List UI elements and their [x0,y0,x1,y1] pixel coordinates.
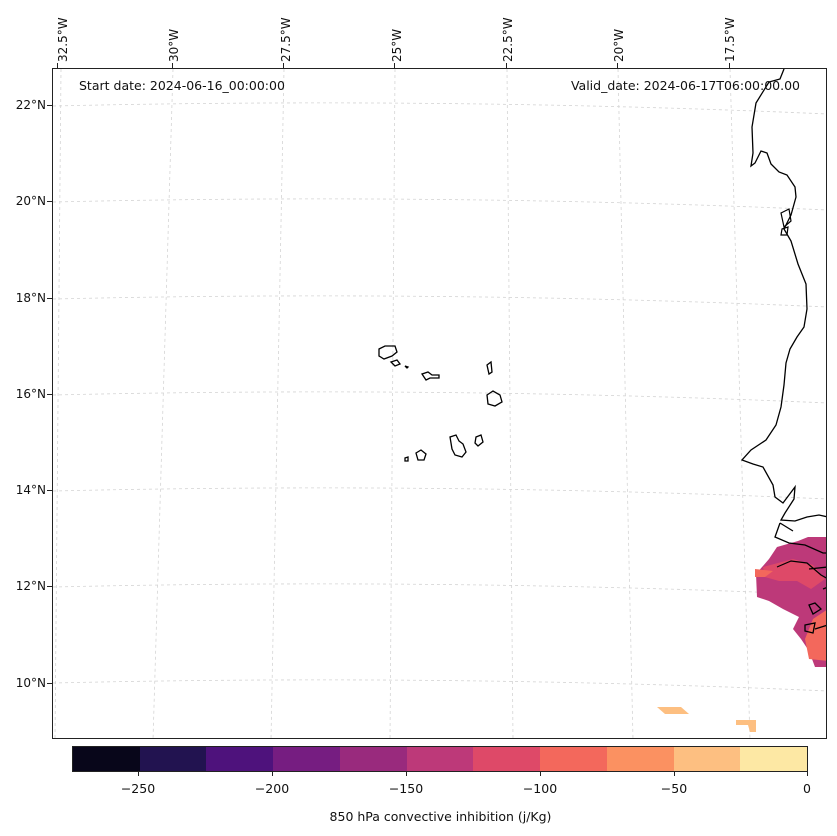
lon-tick-7 [729,63,730,68]
cb-label-minus-200: −200 [254,781,290,796]
cb-tick-minus-100 [540,772,541,776]
coastline-islands-south [804,566,826,634]
colorbar-segment-10 [740,747,808,771]
island-sao-nicolau [420,371,440,381]
lat-label-20n: 20°N [15,194,46,208]
island-boa-vista [486,390,503,407]
meridian-25w [389,69,396,738]
parallel-16n [53,391,826,404]
africa-coastline [740,69,826,522]
island-santo-antao [378,345,398,360]
island-maio [474,434,484,447]
lat-tick-7 [47,683,52,684]
meridian-32-5w [54,69,62,738]
lon-tick-3 [283,63,284,68]
cb-tick-0 [807,772,808,776]
lon-label-27-5w: 27.5°W [279,17,293,62]
colorbar-segment-0 [73,747,140,771]
colorbar-segment-8 [606,747,674,771]
island-santa-luzia [404,365,410,369]
lon-tick-6 [617,63,618,68]
colorbar-segment-7 [540,747,607,771]
parallel-22n [53,102,826,115]
meridian-30w [152,69,174,738]
lat-label-22n: 22°N [15,98,46,112]
cb-label-minus-100: −100 [522,781,558,796]
colorbar-segment-5 [406,747,474,771]
meridian-22-5w [506,69,514,738]
lat-tick-3 [47,298,52,299]
cb-tick-minus-50 [674,772,675,776]
island-santiago [449,434,467,458]
lon-label-22-5w: 22.5°W [501,17,515,62]
lat-tick-6 [47,586,52,587]
cin-fill-regions [657,537,826,732]
lat-tick-2 [47,201,52,202]
meridian-17-5w [729,69,751,738]
cb-label-minus-250: −250 [120,781,156,796]
parallel-14n [53,487,826,500]
colorbar-title: 850 hPa convective inhibition (j/Kg) [329,809,552,824]
lon-label-32-5w: 32.5°W [56,17,70,62]
map-panel [52,68,827,739]
meridian-20w [617,69,634,738]
island-sao-vicente [389,359,402,367]
coastline-guinea-bissau [774,522,826,554]
lon-label-25w: 25°W [390,28,404,62]
lat-label-14n: 14°N [15,483,46,497]
lat-tick-5 [47,490,52,491]
lon-label-17-5w: 17.5°W [723,17,737,62]
cb-label-minus-150: −150 [388,781,424,796]
colorbar-segment-9 [673,747,741,771]
island-sal [486,360,493,376]
lon-tick-5 [506,63,507,68]
colorbar-segment-3 [273,747,340,771]
colorbar-segment-2 [206,747,274,771]
lon-label-30w: 30°W [167,28,181,62]
start-date-text: Start date: 2024-06-16_00:00:00 [79,78,285,93]
parallel-10n [53,679,826,692]
meridian-27-5w [270,69,285,738]
lon-tick-4 [394,63,395,68]
cb-label-0: 0 [803,781,811,796]
cb-tick-minus-150 [406,772,407,776]
lon-tick-1 [57,63,58,68]
coastline-senegal-inner [776,560,826,579]
valid-date-text: Valid_date: 2024-06-17T06:00:00.00 [570,78,800,93]
meridian-gridlines [54,69,751,738]
parallel-12n [53,583,826,596]
lat-label-16n: 16°N [15,387,46,401]
map-canvas [53,69,826,738]
lat-label-10n: 10°N [15,676,46,690]
cin-region-weak [755,569,826,661]
lon-tick-2 [172,63,173,68]
colorbar-segment-6 [473,747,541,771]
lon-label-20w: 20°W [612,28,626,62]
lat-tick-1 [47,105,52,106]
island-fogo [415,449,427,461]
parallel-18n [53,295,826,308]
cin-region-small-1 [657,707,689,714]
cb-tick-minus-200 [272,772,273,776]
cb-label-minus-50: −50 [660,781,688,796]
cin-region-small-2 [736,720,756,732]
colorbar [72,746,808,772]
cb-tick-minus-250 [138,772,139,776]
coastline-western-sahara-islet [780,208,792,236]
cape-verde-islands [378,345,503,462]
lat-label-18n: 18°N [15,291,46,305]
lat-label-12n: 12°N [15,579,46,593]
colorbar-segment-4 [339,747,407,771]
colorbar-segment-1 [139,747,207,771]
island-brava [404,456,409,462]
lat-tick-4 [47,394,52,395]
